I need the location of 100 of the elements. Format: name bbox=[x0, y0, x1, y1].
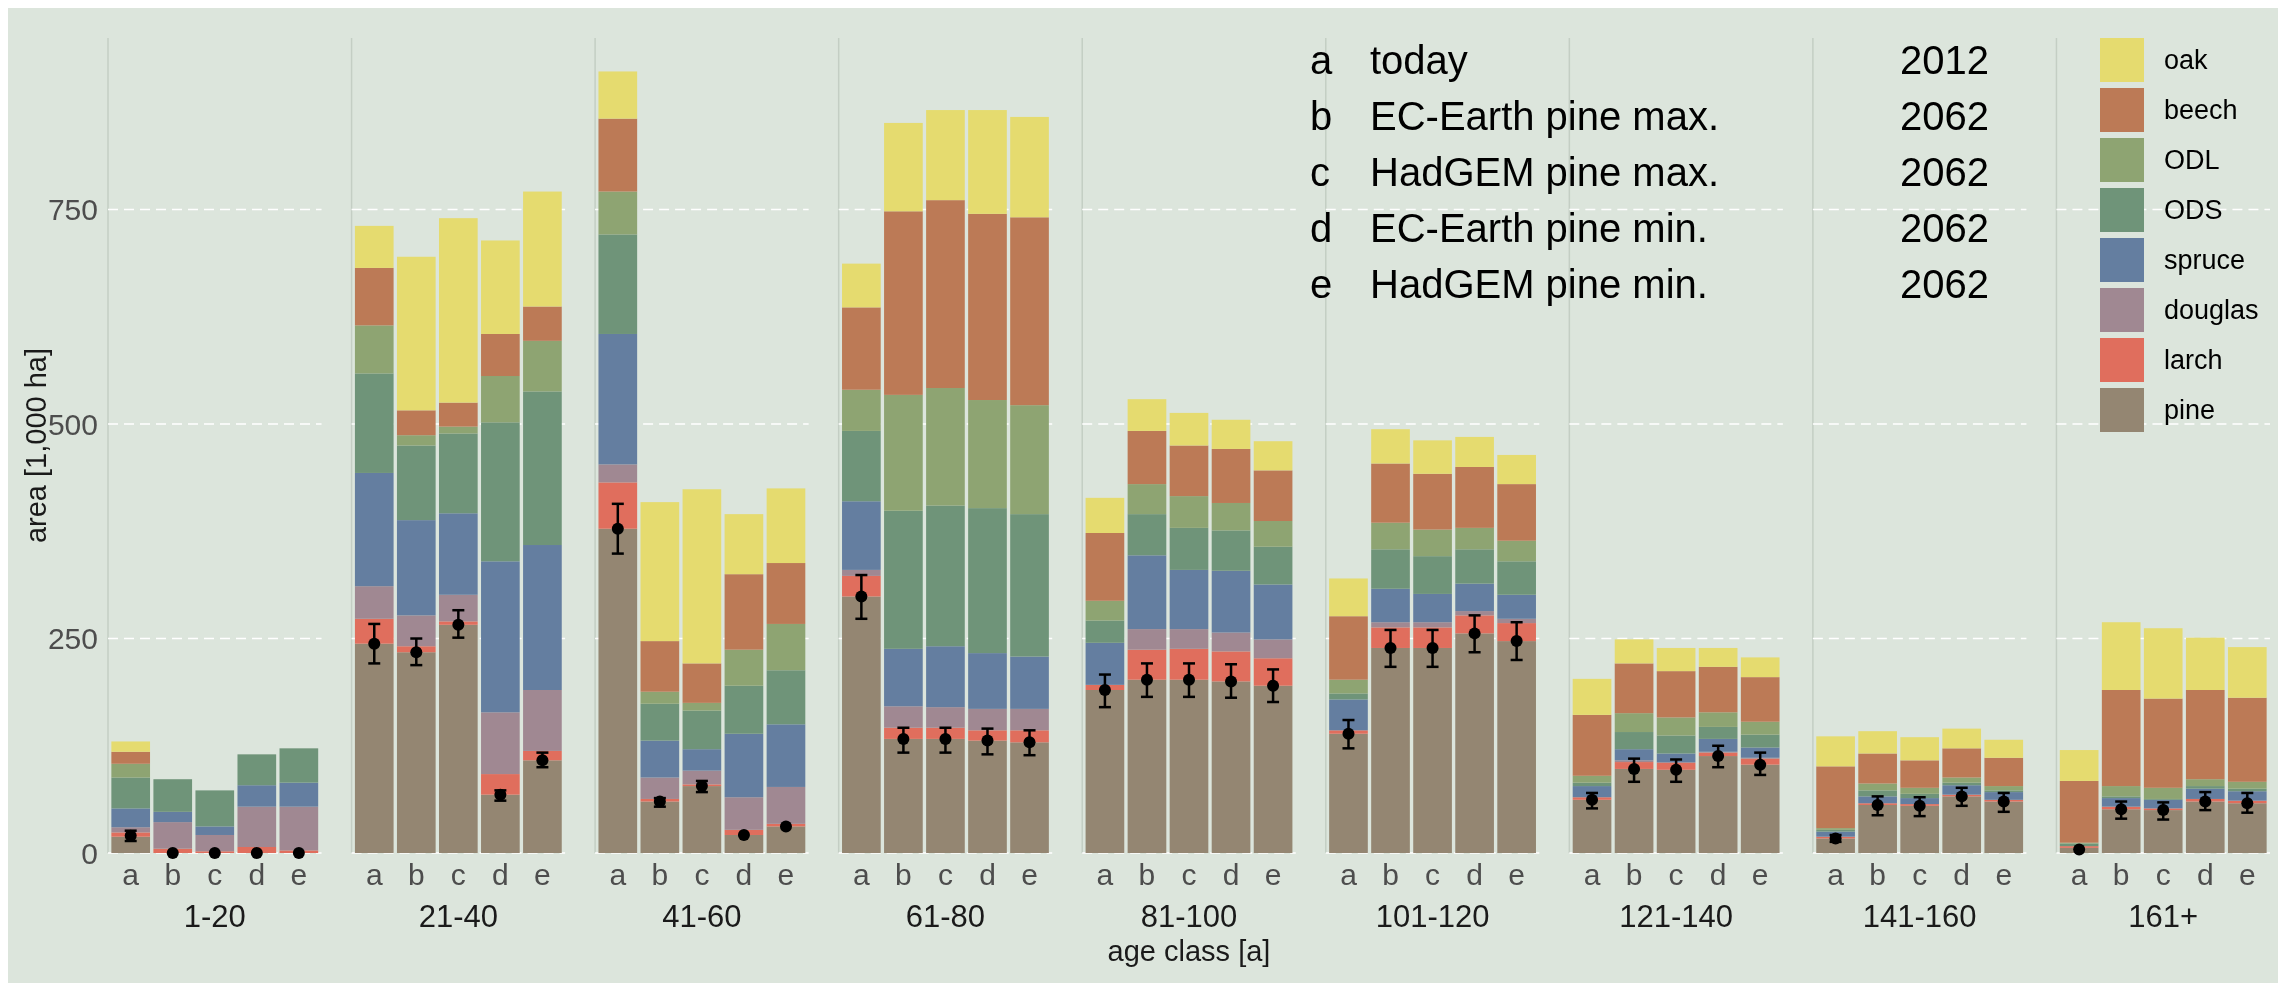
bar bbox=[640, 777, 680, 799]
bar bbox=[1858, 731, 1897, 754]
text: 61-80 bbox=[905, 899, 986, 934]
point bbox=[2199, 795, 2212, 808]
bar bbox=[439, 218, 478, 403]
x-tick-label: b bbox=[1869, 858, 1886, 891]
bar bbox=[884, 394, 923, 511]
bar bbox=[1413, 556, 1452, 594]
bar bbox=[884, 510, 923, 649]
bar bbox=[1127, 679, 1167, 853]
bar bbox=[1253, 470, 1293, 521]
bar bbox=[1329, 616, 1368, 680]
x-tick-label: b bbox=[1625, 858, 1643, 891]
point bbox=[368, 637, 381, 650]
bar bbox=[439, 513, 478, 595]
bar bbox=[682, 786, 722, 853]
bar bbox=[1656, 735, 1696, 754]
bar bbox=[682, 489, 722, 664]
bar bbox=[1253, 685, 1293, 853]
bar bbox=[1614, 663, 1654, 714]
bar bbox=[279, 806, 319, 851]
bar bbox=[640, 641, 680, 692]
bar bbox=[1858, 753, 1897, 784]
bar bbox=[237, 754, 277, 786]
bar bbox=[926, 505, 965, 647]
bar bbox=[1455, 436, 1494, 467]
legend-label: spruce bbox=[2164, 245, 2246, 276]
point bbox=[1871, 798, 1884, 811]
x-tick-label: c bbox=[450, 858, 466, 891]
bar bbox=[1698, 712, 1738, 727]
x-tick-label: a bbox=[853, 858, 871, 891]
bar bbox=[523, 760, 562, 853]
x-tick-label: c bbox=[1668, 858, 1684, 891]
point bbox=[1468, 627, 1481, 640]
bar bbox=[1698, 666, 1738, 713]
bar bbox=[1413, 622, 1452, 628]
bar bbox=[724, 574, 764, 650]
bar bbox=[354, 267, 394, 326]
bar bbox=[2101, 690, 2141, 787]
point bbox=[1267, 679, 1280, 692]
bar bbox=[1900, 760, 1940, 788]
bar bbox=[153, 811, 193, 823]
bar bbox=[1371, 522, 1410, 550]
bar bbox=[1127, 555, 1167, 630]
bar bbox=[842, 263, 881, 308]
bar bbox=[1169, 679, 1209, 853]
bar bbox=[396, 445, 436, 521]
bar bbox=[1698, 647, 1738, 667]
bar bbox=[1211, 570, 1251, 633]
legend-label: larch bbox=[2164, 345, 2223, 376]
point bbox=[1997, 795, 2010, 808]
bar bbox=[1010, 405, 1049, 515]
bar bbox=[481, 712, 520, 775]
text: 101-120 bbox=[1375, 899, 1490, 934]
bar bbox=[1698, 738, 1738, 752]
bar bbox=[2227, 697, 2267, 782]
bar bbox=[1371, 588, 1410, 623]
point bbox=[1023, 736, 1036, 749]
x-tick-label: d bbox=[1222, 858, 1240, 891]
bar bbox=[1656, 717, 1696, 736]
bar bbox=[598, 118, 638, 192]
bar bbox=[1127, 514, 1167, 556]
x-tick-label: b bbox=[1382, 858, 1399, 891]
bar bbox=[1900, 805, 1940, 853]
y-tick-label: 250 bbox=[47, 622, 98, 656]
bar bbox=[354, 472, 394, 587]
bar bbox=[1211, 681, 1251, 853]
x-tick-label: e bbox=[1508, 858, 1525, 891]
bar bbox=[1858, 790, 1897, 797]
bar bbox=[1698, 756, 1738, 853]
x-tick-label: a bbox=[1827, 858, 1845, 891]
text: 21-40 bbox=[418, 899, 498, 934]
bar bbox=[2059, 780, 2099, 843]
x-tick-label: d bbox=[2196, 858, 2214, 891]
point bbox=[737, 828, 750, 841]
bar bbox=[884, 648, 923, 707]
bar bbox=[884, 211, 923, 395]
x-tick-label: a bbox=[1096, 858, 1114, 891]
point bbox=[1140, 673, 1153, 686]
point bbox=[1426, 641, 1439, 654]
bar bbox=[523, 191, 562, 307]
point bbox=[452, 618, 465, 631]
bar bbox=[2185, 786, 2225, 789]
bar bbox=[926, 200, 965, 389]
bar bbox=[1740, 657, 1780, 678]
bar bbox=[1572, 775, 1612, 783]
bar bbox=[1085, 600, 1125, 621]
bar bbox=[2143, 810, 2183, 853]
x-tick-label: a bbox=[2070, 858, 2088, 891]
bar bbox=[279, 782, 319, 807]
bar bbox=[640, 801, 680, 853]
bar bbox=[354, 325, 394, 374]
bar bbox=[237, 806, 277, 847]
bar bbox=[766, 670, 806, 725]
bar bbox=[1413, 647, 1452, 853]
point bbox=[897, 732, 910, 745]
bar bbox=[968, 213, 1007, 401]
bar bbox=[724, 685, 764, 734]
bar bbox=[1656, 647, 1696, 672]
text: c HadGEM pine max. 2062 bbox=[1310, 150, 1989, 194]
